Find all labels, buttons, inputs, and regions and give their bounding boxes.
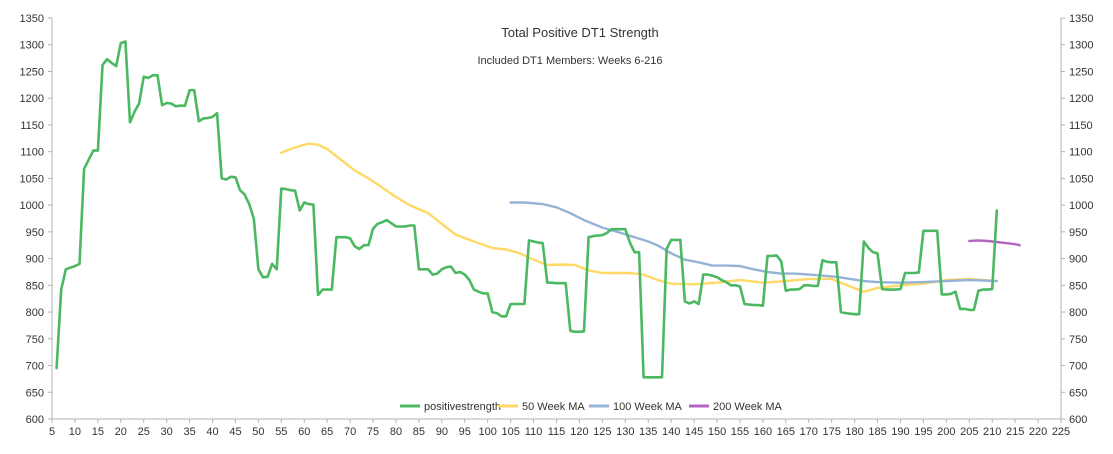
y-tick-label: 900: [26, 254, 44, 266]
x-tick-label: 160: [754, 426, 772, 438]
x-tick-label: 40: [206, 426, 218, 438]
legend-label: 200 Week MA: [713, 401, 783, 413]
x-tick-label: 30: [161, 426, 173, 438]
x-tick-label: 105: [501, 426, 519, 438]
x-tick-label: 185: [868, 426, 886, 438]
axes: 5 10 15 20 25 30 35 40 45 50 55 60 65 70 75 80 85 90 95 100…: [20, 13, 1094, 438]
y-tick-label: 1200: [20, 93, 44, 105]
x-tick-label: 10: [69, 426, 81, 438]
legend-label: positivestrength: [424, 401, 501, 413]
y2-tick-label: 1150: [1069, 120, 1093, 132]
x-tick-label: 225: [1052, 426, 1070, 438]
y2-tick-label: 600: [1069, 414, 1087, 426]
x-tick-label: 215: [1006, 426, 1024, 438]
chart-title: Total Positive DT1 Strength: [501, 25, 659, 40]
x-tick-label: 25: [138, 426, 150, 438]
x-tick-label: 125: [593, 426, 611, 438]
series-line-positivestrength: [55, 40, 999, 379]
y2-tick-label: 1250: [1069, 66, 1093, 78]
y-tick-label: 850: [26, 280, 44, 292]
y-tick-label: 800: [26, 307, 44, 319]
x-tick-label: 195: [914, 426, 932, 438]
legend: positivestrength 50 Week MA 100 Week MA 200…: [400, 401, 783, 413]
x-tick-label: 165: [777, 426, 795, 438]
y2-tick-label: 800: [1069, 307, 1087, 319]
y-tick-label: 750: [26, 334, 44, 346]
x-tick-label: 55: [275, 426, 287, 438]
y2-tick-label: 850: [1069, 280, 1087, 292]
y2-tick-label: 900: [1069, 254, 1087, 266]
y-tick-label: 600: [26, 414, 44, 426]
series-line-50-week-ma: [280, 142, 998, 293]
x-tick-label: 155: [731, 426, 749, 438]
x-tick-label: 35: [183, 426, 195, 438]
x-tick-label: 60: [298, 426, 310, 438]
x-tick-label: 180: [845, 426, 863, 438]
y2-tick-label: 950: [1069, 227, 1087, 239]
x-tick-label: 90: [436, 426, 448, 438]
x-tick-label: 135: [639, 426, 657, 438]
y-tick-label: 1000: [20, 200, 44, 212]
x-tick-label: 95: [459, 426, 471, 438]
x-tick-label: 145: [685, 426, 703, 438]
x-tick-label: 140: [662, 426, 680, 438]
x-tick-label: 50: [252, 426, 264, 438]
series-line-200-week-ma: [968, 239, 1021, 247]
y2-tick-label: 650: [1069, 387, 1087, 399]
y2-tick-label: 1100: [1069, 147, 1093, 159]
x-tick-label: 110: [525, 426, 543, 438]
x-tick-label: 190: [891, 426, 909, 438]
x-tick-label: 5: [49, 426, 55, 438]
x-tick-label: 75: [367, 426, 379, 438]
y-tick-label: 1300: [20, 40, 44, 52]
x-tick-label: 20: [115, 426, 127, 438]
x-tick-label: 200: [937, 426, 955, 438]
x-tick-label: 115: [548, 426, 566, 438]
y-tick-label: 650: [26, 387, 44, 399]
y2-tick-label: 700: [1069, 361, 1087, 373]
series-layer: [55, 40, 1021, 379]
x-tick-label: 205: [960, 426, 978, 438]
x-tick-label: 65: [321, 426, 333, 438]
y2-tick-label: 1200: [1069, 93, 1093, 105]
x-tick-label: 80: [390, 426, 402, 438]
y-tick-label: 950: [26, 227, 44, 239]
x-tick-label: 175: [823, 426, 841, 438]
legend-label: 50 Week MA: [522, 401, 585, 413]
x-tick-label: 85: [413, 426, 425, 438]
y2-tick-label: 750: [1069, 334, 1087, 346]
x-tick-label: 130: [616, 426, 634, 438]
y-tick-label: 1350: [20, 13, 44, 25]
x-tick-label: 70: [344, 426, 356, 438]
y-tick-label: 1250: [20, 66, 44, 78]
legend-label: 100 Week MA: [613, 401, 683, 413]
y2-tick-label: 1000: [1069, 200, 1093, 212]
x-tick-label: 120: [570, 426, 588, 438]
x-tick-label: 100: [479, 426, 497, 438]
x-tick-label: 150: [708, 426, 726, 438]
chart-subtitle: Included DT1 Members: Weeks 6-216: [477, 55, 662, 67]
x-tick-label: 15: [92, 426, 104, 438]
y2-tick-label: 1050: [1069, 173, 1093, 185]
x-tick-label: 170: [800, 426, 818, 438]
x-tick-label: 220: [1029, 426, 1047, 438]
series-line-100-week-ma: [509, 201, 998, 284]
y-tick-label: 1100: [20, 147, 44, 159]
x-tick-label: 210: [983, 426, 1001, 438]
y-tick-label: 700: [26, 361, 44, 373]
y2-tick-label: 1300: [1069, 40, 1093, 52]
y-tick-label: 1050: [20, 173, 44, 185]
x-tick-label: 45: [229, 426, 241, 438]
y2-tick-label: 1350: [1069, 13, 1093, 25]
y-tick-label: 1150: [20, 120, 44, 132]
